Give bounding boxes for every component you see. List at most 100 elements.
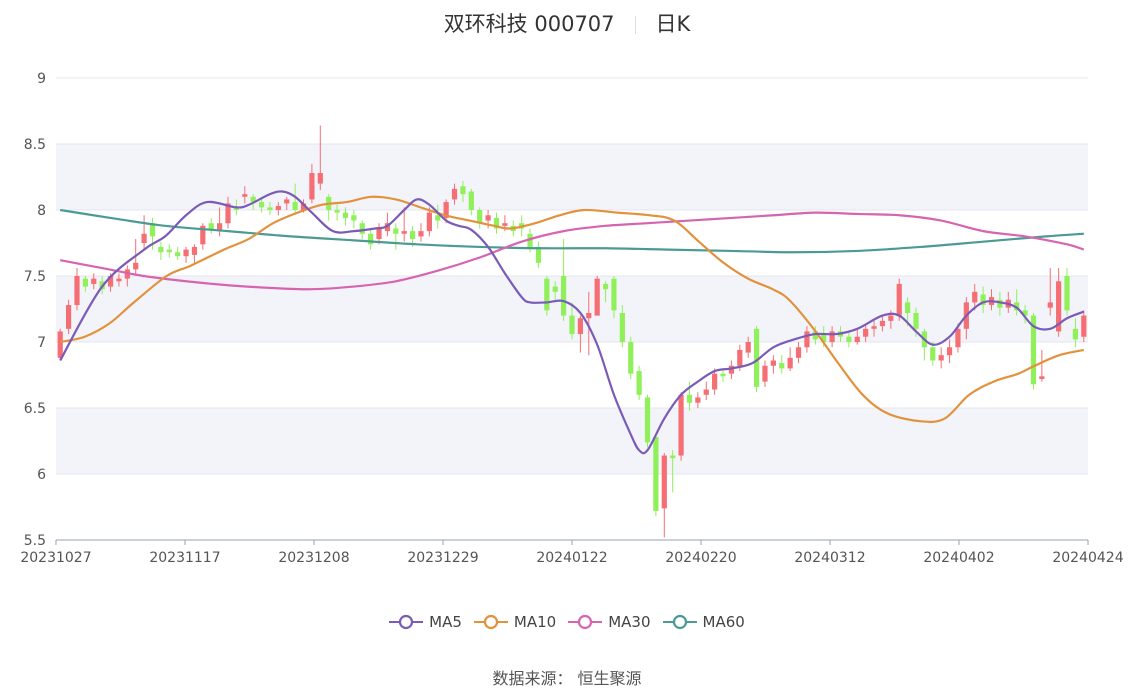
candle (930, 342, 936, 366)
candle-body (854, 336, 860, 342)
candle-body (661, 455, 667, 509)
candle (292, 183, 298, 216)
candle (334, 204, 340, 221)
candle-body (267, 207, 273, 210)
grid-band (56, 408, 1088, 474)
candle-body (82, 278, 88, 287)
legend-marker (662, 614, 697, 630)
legend-item-ma60[interactable]: MA60 (662, 613, 745, 631)
candle-body (65, 305, 72, 329)
candle (393, 223, 399, 250)
candle-body (544, 278, 550, 311)
candle-body (485, 215, 491, 221)
legend-item-ma30[interactable]: MA30 (568, 613, 651, 631)
candle-body (728, 365, 735, 374)
candle-body (703, 389, 709, 395)
x-tick-label: 20231117 (149, 550, 220, 566)
candle (980, 286, 986, 313)
candle-body (871, 326, 877, 329)
candle-body (1047, 302, 1053, 308)
candle (879, 315, 886, 332)
candle (351, 210, 357, 229)
candle-body (527, 233, 533, 247)
candle-body (217, 223, 223, 230)
candle-body (611, 278, 617, 311)
candle-body (368, 233, 374, 245)
candle-body (183, 249, 189, 257)
candle-body (779, 363, 785, 369)
candle (770, 355, 776, 374)
candle-body (720, 373, 726, 377)
candle (871, 320, 877, 337)
candle-body (149, 223, 156, 237)
legend-marker (568, 614, 603, 630)
candle (57, 328, 63, 361)
legend-item-ma10[interactable]: MA10 (473, 613, 556, 631)
candle-body (376, 228, 382, 240)
candle (133, 239, 139, 276)
candle-body (762, 365, 768, 382)
candle-body (393, 228, 399, 234)
candle (795, 342, 802, 364)
candle-body (342, 212, 349, 218)
candle (812, 326, 818, 345)
candle-body (284, 199, 290, 204)
candle (74, 268, 80, 311)
candle-body (628, 342, 634, 374)
candle (267, 202, 273, 216)
candle (166, 244, 172, 258)
candle (544, 276, 550, 316)
legend-marker (473, 614, 508, 630)
x-tick-label: 20240402 (923, 550, 994, 566)
candle (720, 368, 726, 382)
chart-title: 双环科技 000707 日K (0, 8, 1134, 38)
y-tick-label: 5.5 (24, 533, 46, 549)
candle-body (1039, 376, 1045, 379)
candle (552, 281, 558, 300)
candle (896, 278, 902, 321)
y-tick-label: 7 (37, 335, 46, 351)
candle-body (258, 202, 265, 208)
candle (208, 217, 214, 234)
candle (846, 331, 852, 348)
candle-body (74, 276, 80, 306)
candle (829, 326, 835, 348)
candle-body (191, 246, 198, 255)
x-tick-label: 20240122 (536, 550, 607, 566)
candle-body (913, 312, 919, 329)
candle (577, 315, 583, 353)
ma60-line (60, 208, 1084, 254)
candle-body (569, 315, 575, 335)
candle-body (829, 331, 835, 342)
candle-body (116, 278, 122, 282)
candle-body (250, 196, 256, 203)
candle-body (636, 371, 642, 395)
candle-body (594, 278, 600, 316)
candle-body (233, 207, 239, 210)
candle-body (821, 334, 827, 342)
candle-body (401, 231, 407, 234)
candle (703, 381, 709, 401)
y-axis-labels: 5.5 6 6.5 7 7.5 8 8.5 9 (24, 71, 46, 549)
y-tick-label: 6 (37, 467, 46, 483)
candle (921, 328, 927, 361)
legend-item-ma5[interactable]: MA5 (389, 613, 462, 631)
candle-body (804, 331, 810, 348)
candle (602, 281, 609, 303)
candle-body (493, 217, 500, 229)
candle (678, 392, 684, 461)
candle-body (1056, 281, 1062, 332)
candle (342, 207, 349, 226)
candle-body (930, 347, 936, 361)
candle (561, 239, 567, 321)
candle-body (468, 191, 474, 210)
candle (376, 223, 382, 245)
candle-body (334, 210, 340, 213)
y-tick-label: 8.5 (24, 137, 46, 153)
candle-body (175, 252, 181, 257)
x-tick-label: 20240220 (665, 550, 736, 566)
x-tick-label: 20240312 (794, 550, 865, 566)
legend-label: MA30 (608, 613, 651, 631)
candle-body (292, 202, 298, 210)
candle-body (972, 291, 978, 303)
